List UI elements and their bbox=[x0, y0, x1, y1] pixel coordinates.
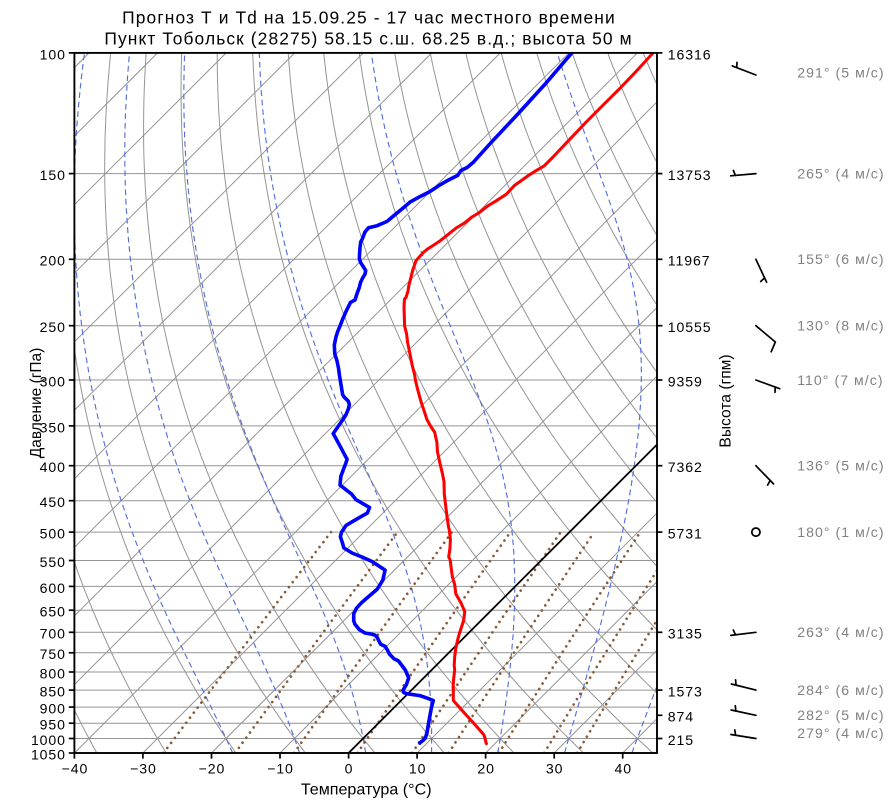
svg-text:1573: 1573 bbox=[668, 684, 703, 700]
svg-text:600: 600 bbox=[40, 580, 66, 596]
svg-text:30: 30 bbox=[546, 760, 563, 776]
svg-text:282° (5 м/с): 282° (5 м/с) bbox=[797, 707, 884, 723]
svg-text:Пункт Тобольск (28275) 58.15 с: Пункт Тобольск (28275) 58.15 с.ш. 68.25 … bbox=[104, 29, 632, 49]
svg-text:155° (6 м/с): 155° (6 м/с) bbox=[797, 251, 884, 267]
svg-text:700: 700 bbox=[40, 626, 66, 642]
svg-text:11967: 11967 bbox=[668, 253, 711, 269]
svg-text:180° (1 м/с): 180° (1 м/с) bbox=[797, 524, 884, 540]
svg-text:291° (5 м/с): 291° (5 м/с) bbox=[797, 64, 884, 80]
svg-text:0: 0 bbox=[345, 760, 354, 776]
svg-text:150: 150 bbox=[40, 167, 66, 183]
svg-text:130° (8 м/с): 130° (8 м/с) bbox=[797, 318, 884, 334]
svg-text:10: 10 bbox=[409, 760, 426, 776]
svg-text:250: 250 bbox=[40, 319, 66, 335]
svg-text:7362: 7362 bbox=[668, 459, 703, 475]
svg-text:950: 950 bbox=[40, 717, 66, 733]
svg-text:750: 750 bbox=[40, 646, 66, 662]
svg-text:13753: 13753 bbox=[668, 167, 712, 183]
svg-text:Прогноз Т и Td на 15.09.25 - 1: Прогноз Т и Td на 15.09.25 - 17 час мест… bbox=[122, 7, 616, 27]
svg-text:10555: 10555 bbox=[668, 319, 712, 335]
svg-text:20: 20 bbox=[477, 760, 494, 776]
svg-text:16316: 16316 bbox=[668, 46, 712, 62]
svg-text:215: 215 bbox=[668, 732, 694, 748]
svg-text:400: 400 bbox=[40, 459, 66, 475]
svg-text:Высота (гпм): Высота (гпм) bbox=[717, 354, 734, 447]
svg-text:136° (5 м/с): 136° (5 м/с) bbox=[797, 458, 884, 474]
svg-text:200: 200 bbox=[40, 253, 66, 269]
svg-text:110° (7 м/с): 110° (7 м/с) bbox=[797, 372, 883, 388]
svg-text:500: 500 bbox=[40, 526, 66, 542]
svg-text:850: 850 bbox=[40, 684, 66, 700]
svg-text:284° (6 м/с): 284° (6 м/с) bbox=[797, 682, 884, 698]
svg-text:−40: −40 bbox=[62, 760, 89, 776]
svg-text:900: 900 bbox=[40, 701, 66, 717]
svg-text:−30: −30 bbox=[130, 760, 157, 776]
svg-text:9359: 9359 bbox=[668, 373, 703, 389]
svg-text:650: 650 bbox=[40, 604, 66, 620]
svg-text:5731: 5731 bbox=[668, 526, 703, 542]
svg-text:Температура (°C): Температура (°C) bbox=[301, 781, 432, 799]
svg-text:263° (4 м/с): 263° (4 м/с) bbox=[797, 624, 884, 640]
svg-text:40: 40 bbox=[614, 760, 631, 776]
svg-text:−20: −20 bbox=[199, 760, 226, 776]
svg-text:279° (4 м/с): 279° (4 м/с) bbox=[797, 725, 884, 741]
svg-text:450: 450 bbox=[40, 494, 66, 510]
svg-text:800: 800 bbox=[40, 665, 66, 681]
svg-text:100: 100 bbox=[40, 46, 66, 62]
svg-text:874: 874 bbox=[668, 709, 694, 725]
svg-text:550: 550 bbox=[40, 554, 66, 570]
svg-text:3135: 3135 bbox=[668, 626, 703, 642]
svg-text:265° (4 м/с): 265° (4 м/с) bbox=[797, 166, 884, 182]
svg-text:−10: −10 bbox=[267, 760, 294, 776]
svg-text:Давление (гПа): Давление (гПа) bbox=[28, 348, 45, 459]
